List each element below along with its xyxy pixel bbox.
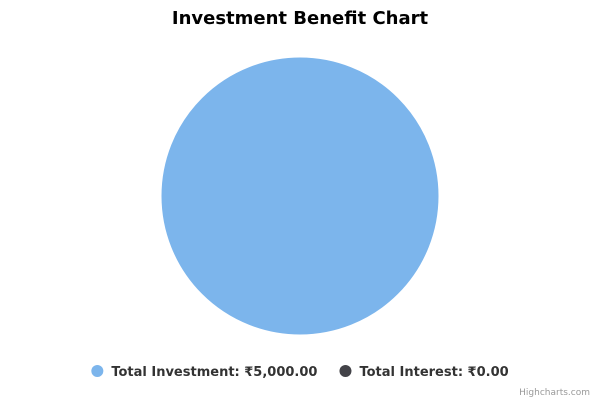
- legend: Total Investment: ₹5,000.00 Total Interes…: [91, 365, 509, 380]
- credits-link[interactable]: Highcharts.com: [519, 388, 590, 398]
- legend-label-total-interest: Total Interest: ₹0.00: [359, 365, 508, 380]
- legend-symbol-total-interest: [339, 365, 352, 377]
- legend-symbol-total-investment: [91, 365, 104, 377]
- legend-label-total-investment: Total Investment: ₹5,000.00: [111, 365, 317, 380]
- chart-title: Investment Benefit Chart: [172, 8, 429, 29]
- legend-item-total-interest[interactable]: Total Interest: ₹0.00: [339, 365, 509, 380]
- pie-slices: [160, 56, 440, 336]
- pie-slice-total-investment[interactable]: [160, 56, 440, 336]
- legend-item-total-investment[interactable]: Total Investment: ₹5,000.00: [91, 365, 317, 380]
